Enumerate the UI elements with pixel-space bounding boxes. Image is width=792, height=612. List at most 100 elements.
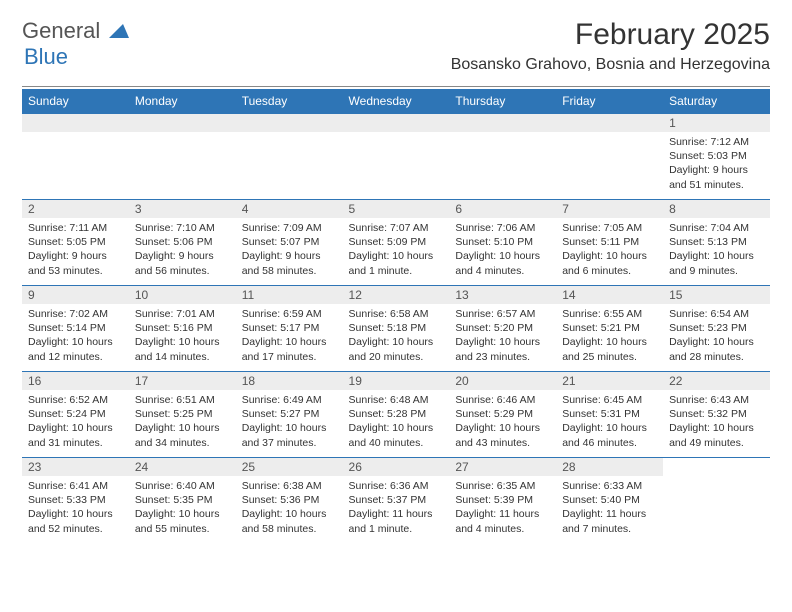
day-info: Sunrise: 7:05 AMSunset: 5:11 PMDaylight:… (556, 218, 663, 281)
day-number: 21 (556, 372, 663, 390)
info-line: Sunset: 5:33 PM (28, 493, 123, 507)
info-line: Sunset: 5:03 PM (669, 149, 764, 163)
day-cell: 27Sunrise: 6:35 AMSunset: 5:39 PMDayligh… (449, 458, 556, 544)
day-cell: 21Sunrise: 6:45 AMSunset: 5:31 PMDayligh… (556, 372, 663, 458)
day-info: Sunrise: 7:06 AMSunset: 5:10 PMDaylight:… (449, 218, 556, 281)
info-line: and 23 minutes. (455, 350, 550, 364)
info-line: Sunrise: 7:01 AM (135, 307, 230, 321)
day-header: Monday (129, 89, 236, 114)
day-info: Sunrise: 7:11 AMSunset: 5:05 PMDaylight:… (22, 218, 129, 281)
day-number: 28 (556, 458, 663, 476)
info-line: Sunset: 5:28 PM (349, 407, 444, 421)
info-line: Daylight: 10 hours (455, 421, 550, 435)
info-line: Sunrise: 6:35 AM (455, 479, 550, 493)
day-info: Sunrise: 6:36 AMSunset: 5:37 PMDaylight:… (343, 476, 450, 539)
info-line: and 43 minutes. (455, 436, 550, 450)
info-line: Sunset: 5:24 PM (28, 407, 123, 421)
day-cell: 4Sunrise: 7:09 AMSunset: 5:07 PMDaylight… (236, 200, 343, 286)
info-line: and 37 minutes. (242, 436, 337, 450)
day-info: Sunrise: 6:33 AMSunset: 5:40 PMDaylight:… (556, 476, 663, 539)
week-row: 16Sunrise: 6:52 AMSunset: 5:24 PMDayligh… (22, 372, 770, 458)
day-cell: 18Sunrise: 6:49 AMSunset: 5:27 PMDayligh… (236, 372, 343, 458)
week-row: 23Sunrise: 6:41 AMSunset: 5:33 PMDayligh… (22, 458, 770, 544)
info-line: and 17 minutes. (242, 350, 337, 364)
day-info: Sunrise: 6:58 AMSunset: 5:18 PMDaylight:… (343, 304, 450, 367)
info-line: Sunset: 5:17 PM (242, 321, 337, 335)
logo-sub: Blue (24, 44, 68, 69)
day-cell: 10Sunrise: 7:01 AMSunset: 5:16 PMDayligh… (129, 286, 236, 372)
info-line: Daylight: 10 hours (135, 335, 230, 349)
info-line: Sunrise: 7:04 AM (669, 221, 764, 235)
day-cell: 2Sunrise: 7:11 AMSunset: 5:05 PMDaylight… (22, 200, 129, 286)
day-number: 23 (22, 458, 129, 476)
day-info: Sunrise: 6:52 AMSunset: 5:24 PMDaylight:… (22, 390, 129, 453)
logo-triangle-icon (109, 24, 129, 43)
day-number: 20 (449, 372, 556, 390)
day-info: Sunrise: 6:43 AMSunset: 5:32 PMDaylight:… (663, 390, 770, 453)
week-row: 1Sunrise: 7:12 AMSunset: 5:03 PMDaylight… (22, 114, 770, 200)
info-line: Sunset: 5:36 PM (242, 493, 337, 507)
day-number-empty (449, 114, 556, 132)
info-line: Sunset: 5:29 PM (455, 407, 550, 421)
day-number: 13 (449, 286, 556, 304)
day-info: Sunrise: 7:09 AMSunset: 5:07 PMDaylight:… (236, 218, 343, 281)
info-line: and 53 minutes. (28, 264, 123, 278)
info-line: Sunset: 5:20 PM (455, 321, 550, 335)
day-header-row: SundayMondayTuesdayWednesdayThursdayFrid… (22, 89, 770, 114)
day-info: Sunrise: 6:48 AMSunset: 5:28 PMDaylight:… (343, 390, 450, 453)
day-number: 2 (22, 200, 129, 218)
info-line: Sunrise: 6:36 AM (349, 479, 444, 493)
info-line: Sunrise: 7:10 AM (135, 221, 230, 235)
info-line: Sunset: 5:40 PM (562, 493, 657, 507)
info-line: Daylight: 10 hours (669, 421, 764, 435)
info-line: Sunrise: 6:54 AM (669, 307, 764, 321)
day-cell: 23Sunrise: 6:41 AMSunset: 5:33 PMDayligh… (22, 458, 129, 544)
info-line: Daylight: 10 hours (28, 335, 123, 349)
day-cell: 15Sunrise: 6:54 AMSunset: 5:23 PMDayligh… (663, 286, 770, 372)
day-info: Sunrise: 6:45 AMSunset: 5:31 PMDaylight:… (556, 390, 663, 453)
info-line: and 51 minutes. (669, 178, 764, 192)
info-line: Daylight: 10 hours (455, 335, 550, 349)
day-info: Sunrise: 6:41 AMSunset: 5:33 PMDaylight:… (22, 476, 129, 539)
day-cell: 16Sunrise: 6:52 AMSunset: 5:24 PMDayligh… (22, 372, 129, 458)
day-number: 5 (343, 200, 450, 218)
day-number-empty (236, 114, 343, 132)
day-number: 9 (22, 286, 129, 304)
day-cell: 1Sunrise: 7:12 AMSunset: 5:03 PMDaylight… (663, 114, 770, 200)
info-line: Daylight: 10 hours (135, 421, 230, 435)
day-cell: 8Sunrise: 7:04 AMSunset: 5:13 PMDaylight… (663, 200, 770, 286)
day-info: Sunrise: 6:40 AMSunset: 5:35 PMDaylight:… (129, 476, 236, 539)
info-line: Sunset: 5:09 PM (349, 235, 444, 249)
info-line: and 58 minutes. (242, 522, 337, 536)
day-info: Sunrise: 6:46 AMSunset: 5:29 PMDaylight:… (449, 390, 556, 453)
day-cell (343, 114, 450, 200)
title-block: February 2025 Bosansko Grahovo, Bosnia a… (451, 18, 770, 74)
day-header: Saturday (663, 89, 770, 114)
info-line: Sunset: 5:39 PM (455, 493, 550, 507)
day-cell: 17Sunrise: 6:51 AMSunset: 5:25 PMDayligh… (129, 372, 236, 458)
info-line: and 7 minutes. (562, 522, 657, 536)
info-line: Daylight: 9 hours (242, 249, 337, 263)
info-line: Daylight: 9 hours (28, 249, 123, 263)
info-line: Sunrise: 6:46 AM (455, 393, 550, 407)
info-line: Sunrise: 6:59 AM (242, 307, 337, 321)
calendar-table: SundayMondayTuesdayWednesdayThursdayFrid… (22, 89, 770, 544)
day-cell: 9Sunrise: 7:02 AMSunset: 5:14 PMDaylight… (22, 286, 129, 372)
info-line: Sunset: 5:18 PM (349, 321, 444, 335)
day-header: Tuesday (236, 89, 343, 114)
info-line: and 49 minutes. (669, 436, 764, 450)
info-line: Sunrise: 6:45 AM (562, 393, 657, 407)
day-info: Sunrise: 7:04 AMSunset: 5:13 PMDaylight:… (663, 218, 770, 281)
info-line: Daylight: 10 hours (28, 507, 123, 521)
info-line: Sunrise: 7:09 AM (242, 221, 337, 235)
day-info: Sunrise: 6:54 AMSunset: 5:23 PMDaylight:… (663, 304, 770, 367)
info-line: Sunset: 5:14 PM (28, 321, 123, 335)
location: Bosansko Grahovo, Bosnia and Herzegovina (451, 56, 770, 74)
info-line: and 52 minutes. (28, 522, 123, 536)
top-divider (22, 86, 770, 87)
day-number: 4 (236, 200, 343, 218)
info-line: Sunset: 5:23 PM (669, 321, 764, 335)
day-number: 12 (343, 286, 450, 304)
info-line: and 25 minutes. (562, 350, 657, 364)
day-number: 6 (449, 200, 556, 218)
